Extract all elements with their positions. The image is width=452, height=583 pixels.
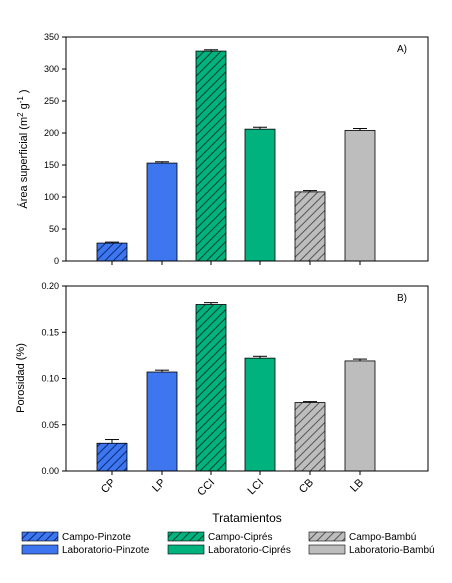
legend-label: Campo-Bambú bbox=[349, 532, 416, 543]
panel-a-ytick-label: 250 bbox=[44, 96, 59, 106]
xtick-label-cb: CB bbox=[297, 477, 316, 496]
panel-a-frame bbox=[65, 36, 429, 262]
panel-a-bar-lb bbox=[344, 130, 376, 262]
legend: Campo-Pinzote Campo-Ciprés Campo-Bambú Labo… bbox=[21, 531, 435, 556]
panel-b-ytick-label: 0.00 bbox=[41, 466, 59, 476]
panel-a-bar-cb bbox=[294, 191, 326, 262]
panel-a-ytick-label: 150 bbox=[44, 160, 59, 170]
panel-b-bar-cci bbox=[195, 304, 227, 472]
panel-a-ytick-label: 200 bbox=[44, 128, 59, 138]
legend-label: Laboratorio-Pinzote bbox=[62, 545, 150, 556]
panel-b-frame bbox=[65, 285, 429, 472]
panel-a-ytick-label: 300 bbox=[44, 64, 59, 74]
panel-b-bars bbox=[96, 302, 376, 472]
panel-b-xticks: CP LP CCI LCI CB LB bbox=[99, 471, 366, 499]
panel-a-ylabel-sup2: -1 bbox=[16, 96, 25, 104]
panel-a-ytick-label: 0 bbox=[54, 256, 59, 266]
legend-swatch bbox=[21, 544, 59, 555]
panel-a-ylabel-main: Área superficial (m bbox=[17, 117, 30, 209]
panel-a-ylabel-sup1: 2 bbox=[16, 112, 25, 117]
panel-a-bars bbox=[96, 49, 376, 262]
panel-b-ytick-label: 0.05 bbox=[41, 420, 59, 430]
panel-a: 0 50 100 150 200 250 300 350 A) Área superficia… bbox=[16, 32, 429, 266]
panel-b-bar-lp bbox=[146, 371, 178, 472]
panel-b-bar-lb bbox=[344, 360, 376, 472]
panel-a-bar-lp bbox=[146, 162, 178, 262]
panel-b-gridlines: 0.00 0.05 0.10 0.15 0.20 bbox=[41, 281, 66, 476]
panel-b-bar-cp bbox=[96, 442, 128, 472]
panel-a-ytick-label: 50 bbox=[49, 224, 59, 234]
legend-label: Campo-Ciprés bbox=[208, 532, 272, 543]
panel-a-label: A) bbox=[397, 44, 407, 55]
legend-label: Laboratorio-Ciprés bbox=[208, 545, 291, 556]
panel-a-bar-lci bbox=[244, 128, 276, 262]
panel-b-ytick-label: 0.10 bbox=[41, 374, 59, 384]
legend-label: Campo-Pinzote bbox=[62, 532, 131, 543]
legend-swatch bbox=[167, 544, 205, 555]
x-axis-label: Tratamientos bbox=[212, 511, 282, 525]
panel-b-ylabel: Porosidad (%) bbox=[15, 343, 27, 413]
panel-a-ytick-label: 100 bbox=[44, 192, 59, 202]
panel-b: 0.00 0.05 0.10 0.15 0.20 CP LP CCI LCI CB LB B) P… bbox=[15, 281, 429, 499]
legend-swatch bbox=[308, 544, 346, 555]
xtick-label-lp: LP bbox=[150, 477, 168, 495]
panel-a-bar-cp bbox=[96, 242, 128, 262]
xtick-label-lb: LB bbox=[348, 477, 366, 495]
xtick-label-cci: CCI bbox=[195, 477, 217, 499]
legend-label: Laboratorio-Bambú bbox=[349, 545, 435, 556]
panel-a-ylabel-end: ) bbox=[18, 89, 30, 96]
panel-b-ytick-label: 0.20 bbox=[41, 281, 59, 291]
panel-a-ylabel: Área superficial (m2 g-1 ) bbox=[16, 89, 30, 208]
xtick-label-cp: CP bbox=[99, 477, 118, 496]
panel-a-xticks bbox=[111, 261, 361, 265]
legend-swatch bbox=[167, 531, 205, 542]
xtick-label-lci: LCI bbox=[246, 477, 267, 498]
panel-a-bar-cci bbox=[195, 50, 227, 262]
panel-a-gridlines: 0 50 100 150 200 250 300 350 bbox=[44, 32, 66, 266]
panel-b-bar-cb bbox=[294, 402, 326, 472]
panel-a-ytick-label: 350 bbox=[44, 32, 59, 42]
legend-swatch bbox=[21, 531, 59, 542]
panel-b-bar-lci bbox=[244, 357, 276, 472]
panel-b-ytick-label: 0.15 bbox=[41, 327, 59, 337]
panel-b-label: B) bbox=[397, 293, 407, 304]
legend-swatch bbox=[308, 531, 346, 542]
panel-a-ylabel-mid: g bbox=[18, 103, 30, 112]
